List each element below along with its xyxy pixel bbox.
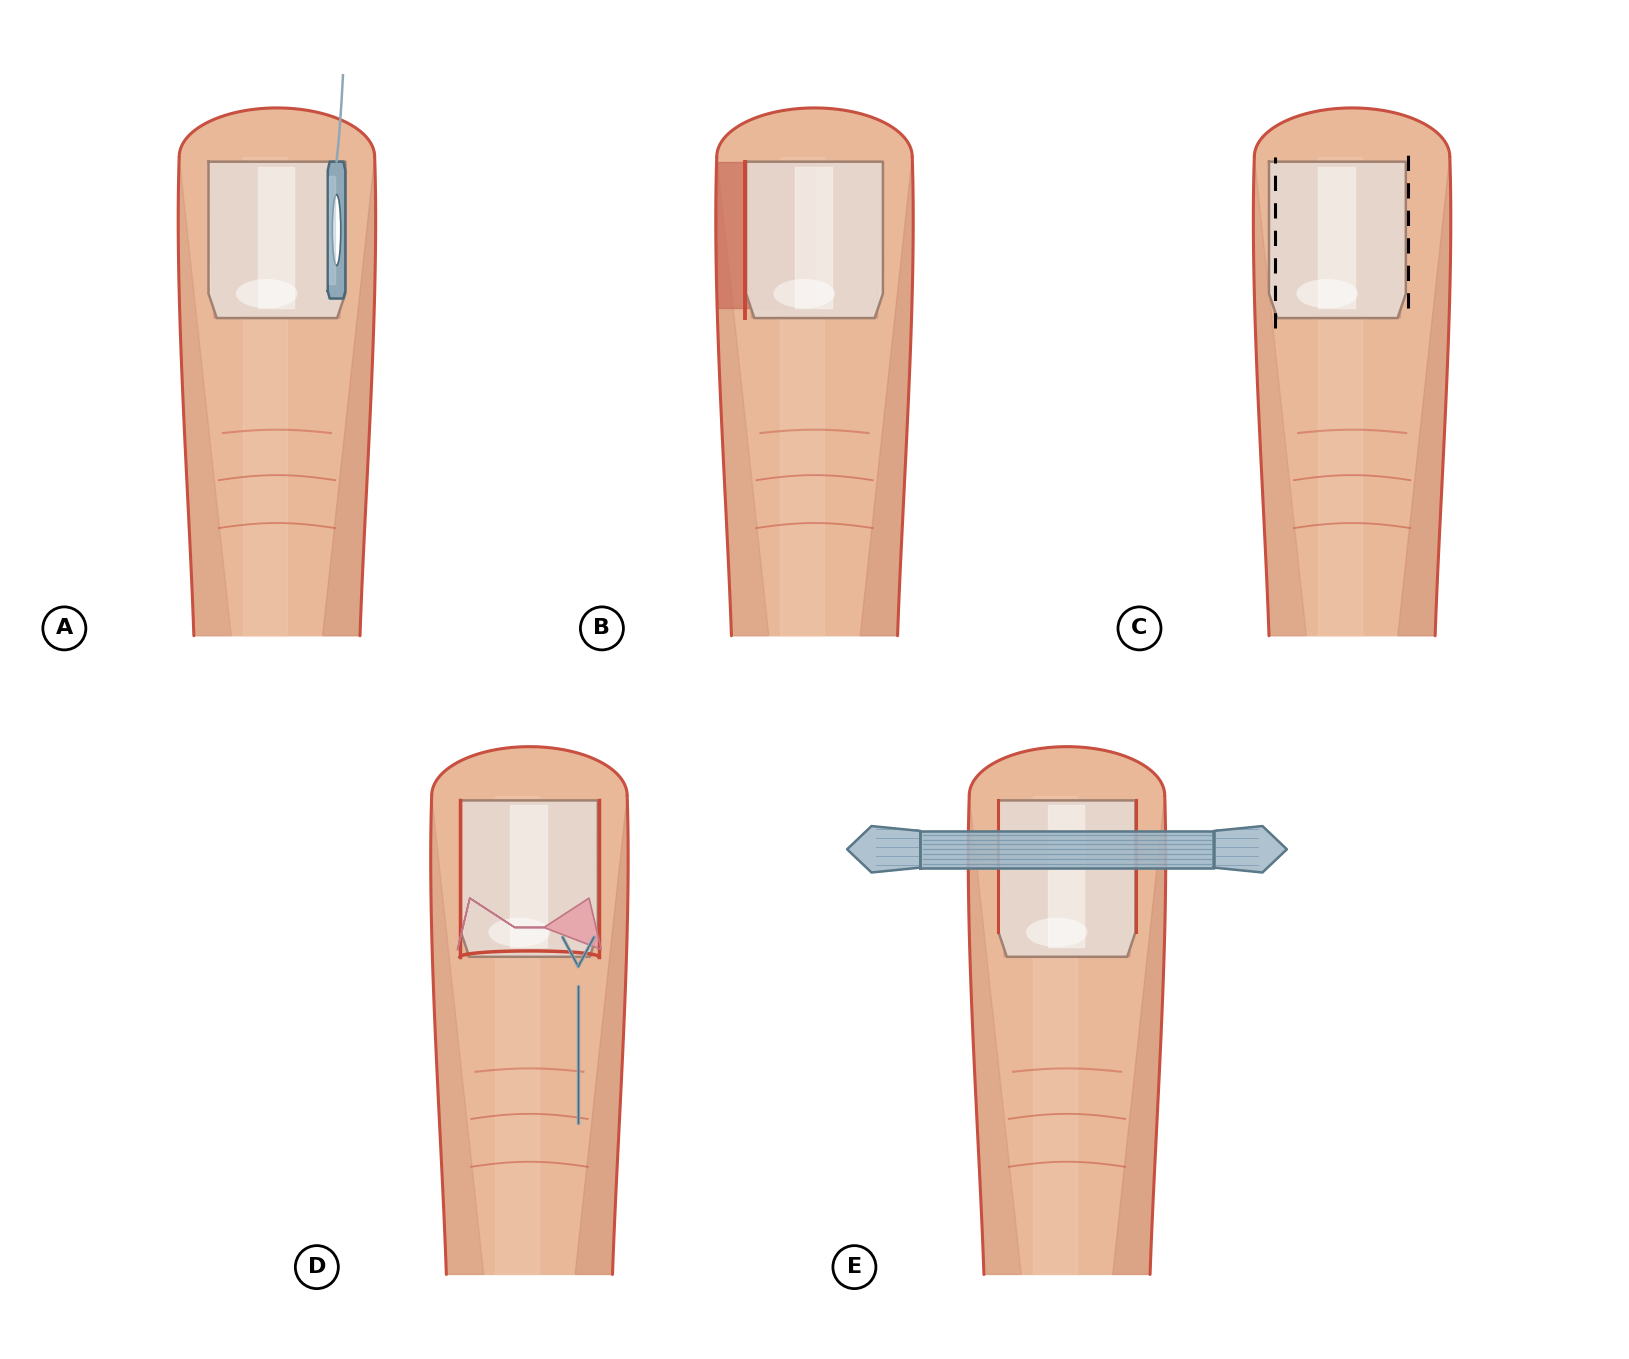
Ellipse shape: [1026, 917, 1088, 947]
Text: A: A: [55, 618, 73, 639]
Polygon shape: [495, 795, 539, 1275]
Polygon shape: [746, 162, 883, 318]
Ellipse shape: [236, 279, 298, 308]
Polygon shape: [795, 167, 831, 308]
Polygon shape: [461, 800, 598, 957]
Polygon shape: [1253, 107, 1451, 636]
Text: B: B: [593, 618, 611, 639]
Polygon shape: [717, 162, 814, 308]
Polygon shape: [999, 800, 1135, 957]
Polygon shape: [510, 806, 546, 947]
Circle shape: [295, 1246, 339, 1288]
Circle shape: [580, 607, 624, 650]
Polygon shape: [715, 107, 914, 636]
Polygon shape: [329, 177, 336, 284]
Polygon shape: [575, 795, 629, 1275]
Polygon shape: [209, 162, 345, 318]
Ellipse shape: [774, 279, 836, 308]
Polygon shape: [257, 167, 293, 308]
Polygon shape: [860, 156, 914, 636]
Polygon shape: [1269, 162, 1406, 318]
Polygon shape: [209, 162, 345, 318]
Polygon shape: [430, 795, 484, 1275]
Circle shape: [1117, 607, 1161, 650]
Polygon shape: [1214, 826, 1287, 872]
Polygon shape: [780, 156, 824, 636]
Text: E: E: [847, 1257, 862, 1277]
Polygon shape: [323, 156, 376, 636]
Polygon shape: [458, 898, 601, 950]
Polygon shape: [1318, 167, 1354, 308]
Polygon shape: [461, 800, 598, 957]
Polygon shape: [1398, 156, 1451, 636]
Text: D: D: [308, 1257, 326, 1277]
Polygon shape: [1269, 162, 1406, 318]
Polygon shape: [968, 746, 1166, 1275]
Polygon shape: [999, 800, 1135, 957]
Polygon shape: [178, 107, 376, 636]
Polygon shape: [243, 156, 287, 636]
Polygon shape: [178, 156, 231, 636]
Polygon shape: [430, 746, 629, 1275]
Circle shape: [832, 1246, 876, 1288]
Polygon shape: [968, 795, 1021, 1275]
Polygon shape: [920, 830, 1214, 867]
Polygon shape: [1253, 156, 1306, 636]
Polygon shape: [1318, 156, 1362, 636]
Polygon shape: [746, 162, 883, 318]
Polygon shape: [715, 156, 769, 636]
Ellipse shape: [1297, 279, 1359, 308]
Polygon shape: [327, 162, 345, 299]
Polygon shape: [1113, 795, 1166, 1275]
Ellipse shape: [489, 917, 551, 947]
Circle shape: [42, 607, 86, 650]
Polygon shape: [1033, 795, 1077, 1275]
Polygon shape: [847, 826, 920, 872]
Ellipse shape: [332, 194, 340, 265]
Text: C: C: [1131, 618, 1148, 639]
Polygon shape: [1047, 806, 1083, 947]
